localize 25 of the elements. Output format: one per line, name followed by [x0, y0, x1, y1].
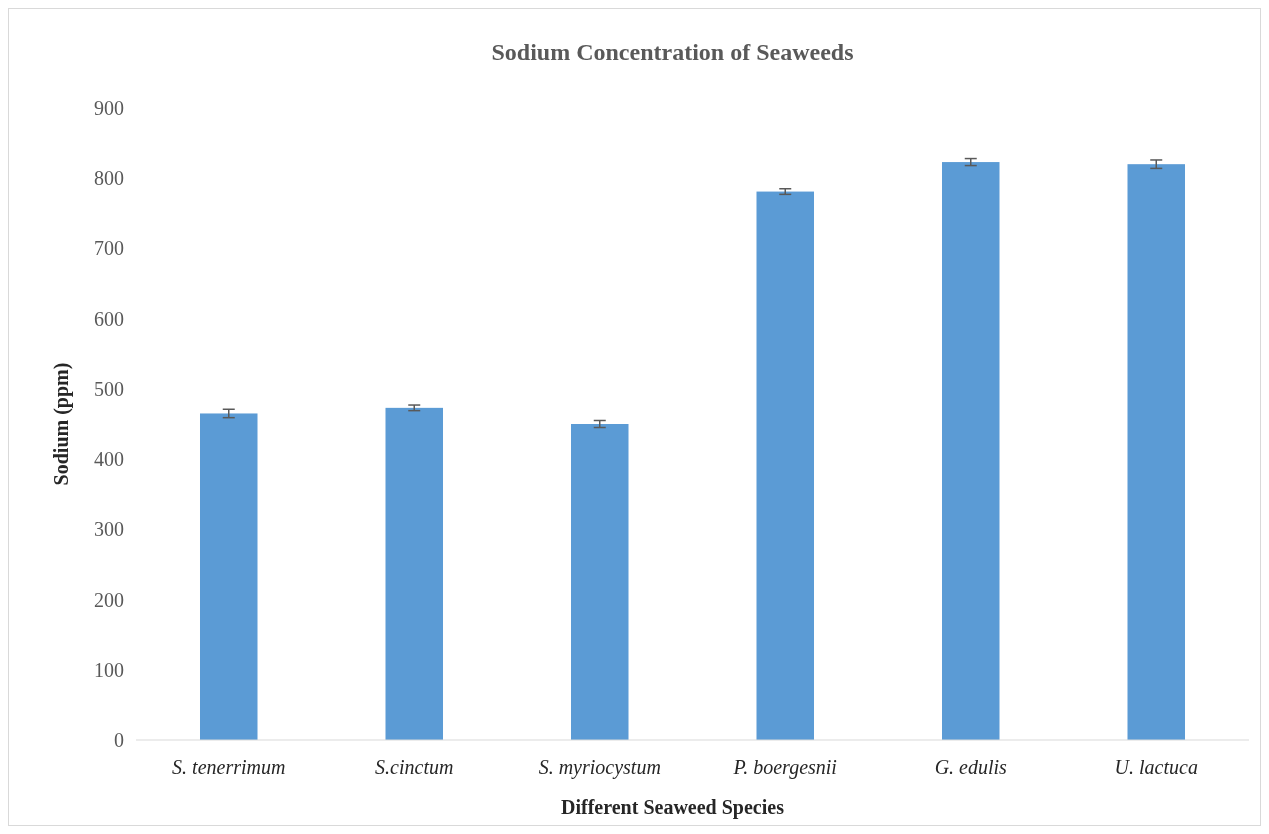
y-tick-label: 200: [94, 588, 124, 611]
bar: [942, 162, 1000, 740]
x-tick-label: G. edulis: [934, 756, 1008, 778]
bar: [385, 407, 443, 740]
bar: [571, 424, 629, 740]
chart-title: Sodium Concentration of Seaweeds: [491, 39, 854, 65]
y-tick-label: 500: [94, 377, 124, 400]
bar: [756, 191, 814, 740]
y-tick-label: 300: [94, 518, 124, 541]
y-tick-label: 400: [94, 448, 124, 471]
x-axis-title: Different Seaweed Species: [561, 796, 785, 819]
y-tick-label: 100: [94, 658, 124, 681]
x-tick-label: S. myriocystum: [538, 756, 661, 779]
y-axis-title: Sodium (ppm): [50, 362, 73, 486]
x-tick-label: U. lactuca: [1114, 756, 1198, 778]
y-tick-label: 700: [94, 237, 124, 260]
y-tick-label: 0: [114, 729, 124, 751]
bar: [200, 413, 258, 740]
bar: [1127, 164, 1186, 740]
x-tick-label: S. tenerrimum: [172, 756, 286, 778]
x-tick-label: P. boergesnii: [732, 756, 837, 779]
y-tick-label: 900: [94, 97, 124, 119]
x-tick-label: S.cinctum: [375, 756, 454, 778]
y-tick-label: 800: [94, 167, 124, 190]
y-tick-label: 600: [94, 307, 124, 330]
